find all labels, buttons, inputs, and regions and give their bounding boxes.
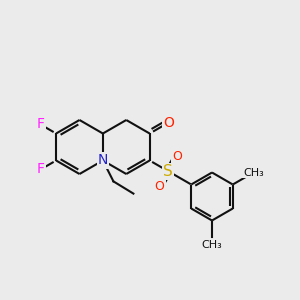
- Text: CH₃: CH₃: [243, 167, 264, 178]
- Text: F: F: [37, 118, 44, 131]
- Text: F: F: [37, 163, 44, 176]
- Text: S: S: [164, 164, 173, 179]
- Text: O: O: [163, 116, 174, 130]
- Text: CH₃: CH₃: [202, 239, 222, 250]
- Text: O: O: [172, 150, 182, 163]
- Text: N: N: [98, 154, 108, 167]
- Text: O: O: [155, 180, 165, 193]
